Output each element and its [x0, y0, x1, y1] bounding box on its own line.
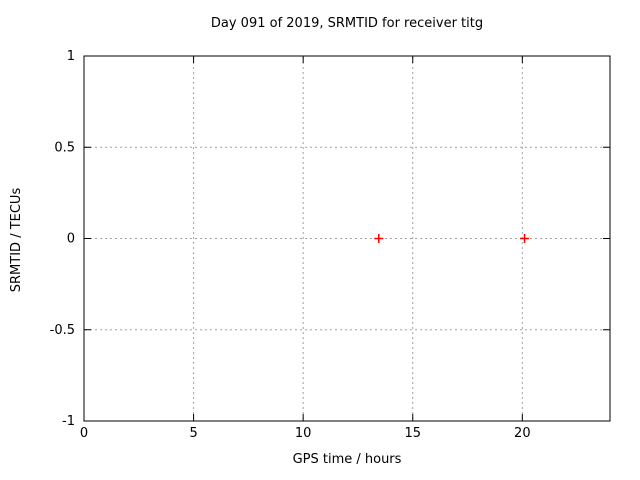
- x-tick-label: 5: [189, 426, 197, 441]
- y-tick-label: 0: [67, 232, 75, 247]
- x-tick-label: 20: [514, 426, 531, 441]
- y-tick-label: -1: [62, 414, 75, 429]
- x-tick-label: 0: [80, 426, 88, 441]
- x-tick-label: 10: [295, 426, 312, 441]
- y-tick-label: 0.5: [54, 140, 75, 155]
- y-tick-label: 1: [67, 49, 75, 64]
- y-tick-label: -0.5: [50, 323, 75, 338]
- x-tick-label: 15: [404, 426, 421, 441]
- x-axis-label: GPS time / hours: [292, 452, 402, 467]
- chart-title: Day 091 of 2019, SRMTID for receiver tit…: [210, 16, 484, 31]
